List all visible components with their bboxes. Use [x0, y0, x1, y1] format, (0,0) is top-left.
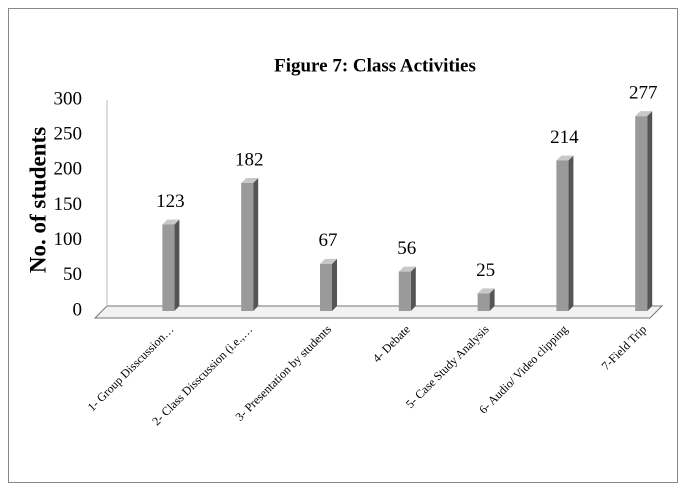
y-tick-label: 300 [54, 88, 83, 109]
bar-side [332, 258, 337, 311]
y-tick-label: 150 [54, 194, 83, 215]
value-label: 25 [476, 260, 495, 281]
bar-side [253, 177, 259, 311]
y-tick-label: 100 [54, 229, 83, 250]
value-label: 67 [319, 230, 338, 251]
bar [477, 293, 490, 311]
y-tick-label: 200 [54, 159, 83, 180]
bar-side [410, 266, 416, 311]
bar-top [320, 258, 337, 264]
value-label: 123 [156, 191, 185, 212]
value-label: 214 [550, 127, 579, 148]
y-tick-label: 50 [63, 264, 82, 285]
bar [398, 271, 411, 311]
bar-top [477, 288, 495, 294]
bar [556, 160, 569, 311]
bar-side [568, 155, 574, 311]
y-axis-title: No. of students [25, 127, 50, 273]
bar [635, 116, 648, 311]
bar-top [398, 266, 416, 272]
bar-top [241, 177, 259, 183]
value-label: 56 [397, 238, 416, 259]
y-tick-label: 250 [54, 124, 83, 145]
bar-side [647, 111, 653, 311]
bar-top [635, 111, 653, 117]
value-label: 277 [629, 83, 658, 104]
floor [93, 305, 664, 319]
bar [320, 263, 332, 311]
bar [162, 224, 175, 311]
chart-frame [8, 8, 678, 483]
bar [241, 182, 254, 311]
bar-side [489, 288, 495, 311]
y-tick-label: 0 [73, 299, 83, 320]
bar-side [174, 219, 180, 311]
value-label: 182 [235, 149, 264, 170]
chart-title: Figure 7: Class Activities [274, 55, 476, 76]
bar-top [556, 155, 574, 161]
bar-top [162, 219, 180, 225]
